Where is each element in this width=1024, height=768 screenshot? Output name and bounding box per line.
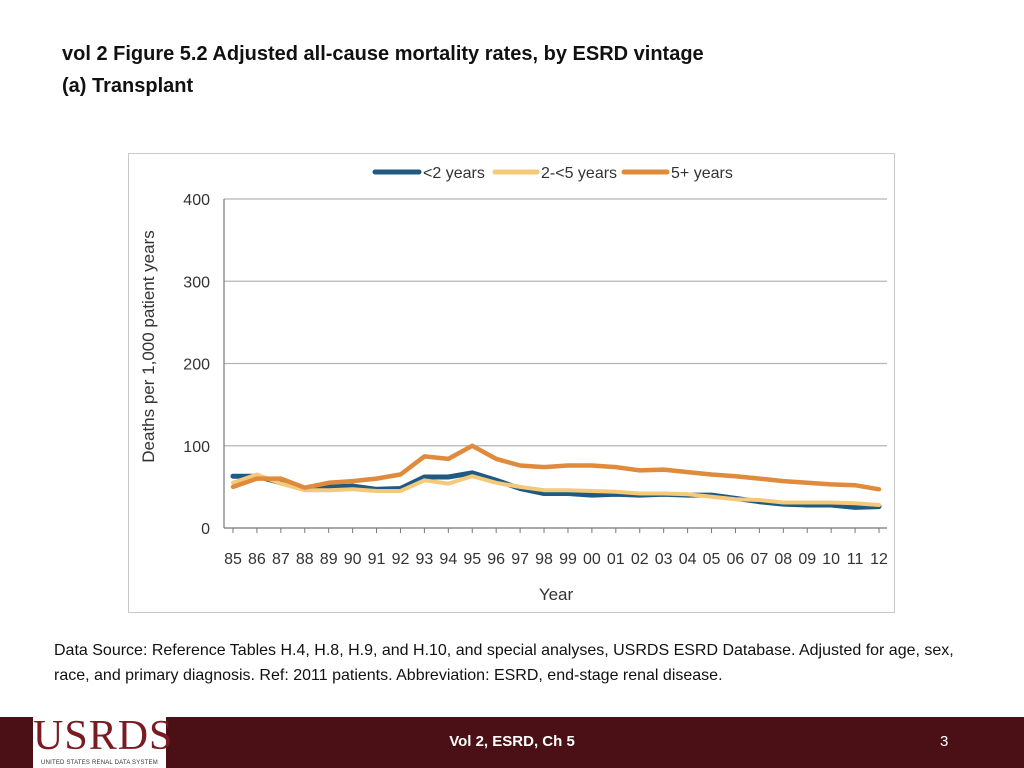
x-tick-label: 91: [368, 551, 386, 568]
x-tick-label: 94: [439, 551, 457, 568]
x-tick-label: 85: [224, 551, 242, 568]
x-tick-label: 04: [679, 551, 697, 568]
x-axis-title: Year: [539, 585, 574, 604]
x-tick-label: 86: [248, 551, 266, 568]
x-tick-label: 98: [535, 551, 553, 568]
x-tick-label: 95: [463, 551, 481, 568]
x-tick-label: 89: [320, 551, 338, 568]
x-tick-label: 90: [344, 551, 362, 568]
x-tick-label: 11: [847, 551, 864, 568]
page-number: 3: [940, 733, 949, 750]
series-line-3: [230, 443, 882, 492]
chart-frame: 0 100 200 300 400 85 86 87 88 89 90 91 92 93 94 95 96 97 9…: [128, 153, 895, 613]
y-tick-label: 400: [183, 192, 210, 209]
usrds-logo: USRDS UNITED STATES RENAL DATA SYSTEM: [33, 712, 174, 768]
slide-title-line-2: (a) Transplant: [62, 75, 194, 97]
x-tick-label: 02: [631, 551, 649, 568]
x-tick-label: 03: [655, 551, 673, 568]
x-tick-label: 96: [487, 551, 505, 568]
x-tick-label: 87: [272, 551, 290, 568]
logo-text: USRDS: [33, 713, 174, 759]
series-line-2: [231, 472, 881, 507]
x-tick-label: 10: [822, 551, 840, 568]
y-tick-label: 100: [183, 439, 210, 456]
x-tick-label: 97: [511, 551, 529, 568]
x-tick-label: 92: [392, 551, 410, 568]
footer-bar: [0, 717, 1024, 768]
data-source-caption: Data Source: Reference Tables H.4, H.8, …: [54, 642, 954, 684]
legend-label-1: <2 years: [423, 165, 485, 182]
slide-title-line-1: vol 2 Figure 5.2 Adjusted all-cause mort…: [62, 43, 704, 65]
y-tick-label: 200: [183, 357, 210, 374]
x-tick-label: 06: [727, 551, 745, 568]
x-tick-label: 09: [798, 551, 816, 568]
legend-label-3: 5+ years: [671, 165, 733, 182]
footer-section-label: Vol 2, ESRD, Ch 5: [449, 733, 575, 750]
x-tick-label: 05: [703, 551, 721, 568]
y-axis-title: Deaths per 1,000 patient years: [139, 230, 158, 462]
logo-subtext: UNITED STATES RENAL DATA SYSTEM: [41, 760, 158, 766]
x-tick-label: 00: [583, 551, 601, 568]
x-tick-label: 01: [607, 551, 625, 568]
x-tick-label: 07: [750, 551, 768, 568]
y-tick-label: 300: [183, 274, 210, 291]
x-tick-label: 93: [416, 551, 434, 568]
x-tick-label: 12: [870, 551, 888, 568]
legend-label-2: 2-<5 years: [541, 165, 617, 182]
y-tick-label: 0: [201, 521, 210, 538]
x-tick-label: 88: [296, 551, 314, 568]
x-tick-label: 99: [559, 551, 577, 568]
x-tick-label: 08: [774, 551, 792, 568]
slide-title: vol 2 Figure 5.2 Adjusted all-cause mort…: [62, 38, 704, 102]
